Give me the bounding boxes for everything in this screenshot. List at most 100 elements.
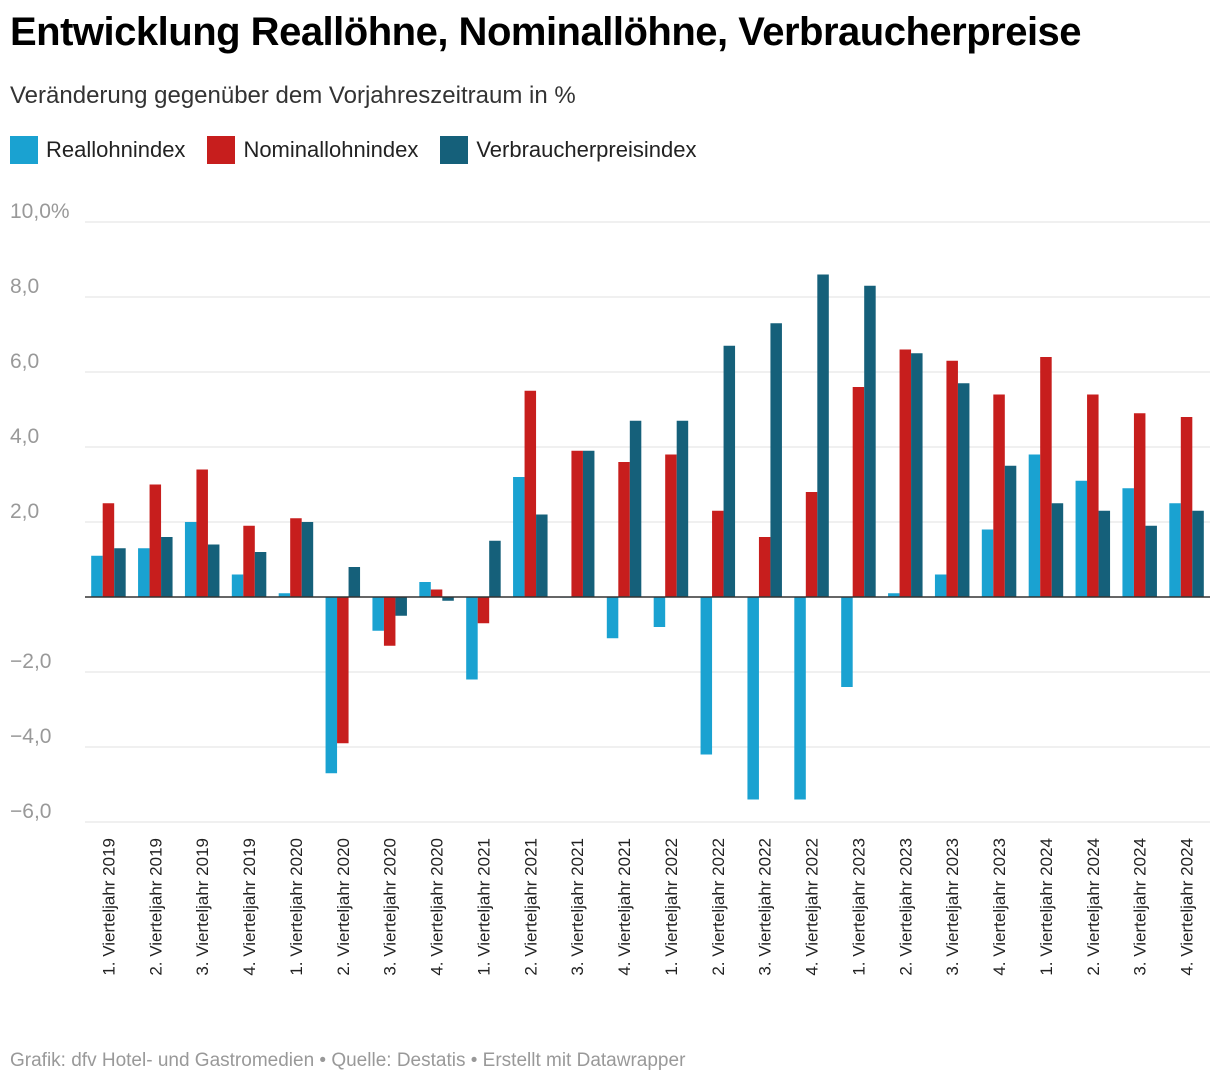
x-tick-label: 2. Vierteljahr 2024 xyxy=(1084,838,1103,976)
x-tick-label: 2. Vierteljahr 2021 xyxy=(521,838,540,976)
bar-nominal xyxy=(712,510,724,597)
bar-nominal xyxy=(1040,357,1052,597)
legend-swatch-real xyxy=(10,136,38,164)
bar-nominal xyxy=(618,462,630,597)
bar-real xyxy=(91,555,103,597)
x-tick-label: 4. Vierteljahr 2019 xyxy=(240,838,259,976)
bar-real xyxy=(747,597,759,800)
x-tick-label: 1. Vierteljahr 2019 xyxy=(99,838,118,976)
bar-real xyxy=(1075,480,1088,597)
legend-item-real: Reallohnindex xyxy=(10,136,185,164)
bar-nominal xyxy=(383,597,396,646)
bar-nominal xyxy=(946,360,958,597)
x-tick-label: 4. Vierteljahr 2024 xyxy=(1178,838,1197,976)
bar-real xyxy=(184,522,197,597)
x-tick-label: 3. Vierteljahr 2019 xyxy=(193,838,212,976)
bar-cpi xyxy=(207,544,220,597)
bar-cpi xyxy=(1004,465,1017,597)
bar-nominal xyxy=(993,394,1005,597)
bar-cpi xyxy=(1051,503,1064,597)
bar-real xyxy=(653,597,666,627)
chart-footer: Grafik: dfv Hotel- und Gastromedien • Qu… xyxy=(10,1050,686,1071)
y-tick-label: 2,0 xyxy=(10,500,39,523)
x-tick-label: 3. Vierteljahr 2024 xyxy=(1131,838,1150,976)
bar-cpi xyxy=(442,597,454,601)
bar-real xyxy=(138,548,150,597)
bar-real xyxy=(606,597,619,639)
bar-nominal xyxy=(290,518,302,597)
bar-cpi xyxy=(395,597,407,616)
bar-real xyxy=(278,593,291,597)
bar-cpi xyxy=(536,514,548,597)
bar-cpi xyxy=(1145,525,1157,597)
bar-nominal xyxy=(337,597,349,744)
bar-real xyxy=(1169,503,1181,597)
bar-cpi xyxy=(348,567,361,597)
legend-label-nominal: Nominallohnindex xyxy=(243,137,419,162)
x-tick-label: 1. Vierteljahr 2021 xyxy=(474,838,493,976)
bar-cpi xyxy=(161,537,173,597)
chart-title: Entwicklung Reallöhne, Nominallöhne, Ver… xyxy=(10,10,1082,54)
bar-cpi xyxy=(301,522,314,597)
bar-nominal xyxy=(102,503,115,597)
x-tick-label: 2. Vierteljahr 2022 xyxy=(709,838,728,976)
bar-nominal xyxy=(430,589,443,597)
y-tick-label: 4,0 xyxy=(10,425,39,448)
bar-cpi xyxy=(1098,510,1111,597)
bar-nominal xyxy=(243,525,255,597)
bar-real xyxy=(513,477,525,597)
y-tick-label: −6,0 xyxy=(10,800,51,823)
bar-cpi xyxy=(489,540,501,597)
bar-real xyxy=(794,597,806,800)
legend-swatch-nominal xyxy=(207,136,236,164)
y-tick-label: 8,0 xyxy=(10,275,39,298)
y-tick-label: 10,0% xyxy=(10,200,70,223)
bar-nominal xyxy=(477,597,490,624)
legend: Reallohnindex Nominallohnindex Verbrauch… xyxy=(10,136,718,164)
bar-cpi xyxy=(911,353,923,597)
bar-real xyxy=(981,529,994,597)
bar-real xyxy=(231,574,244,597)
bar-cpi xyxy=(723,345,736,597)
bar-cpi xyxy=(1192,510,1204,597)
legend-item-cpi: Verbraucherpreisindex xyxy=(440,136,696,164)
bar-nominal xyxy=(196,469,208,597)
x-tick-label: 4. Vierteljahr 2023 xyxy=(990,838,1009,976)
bar-cpi xyxy=(864,285,876,597)
bar-cpi xyxy=(582,450,595,597)
bar-nominal xyxy=(149,484,162,597)
bar-real xyxy=(841,597,853,687)
x-tick-label: 3. Vierteljahr 2021 xyxy=(568,838,587,976)
chart-subtitle: Veränderung gegenüber dem Vorjahreszeitr… xyxy=(10,82,576,109)
y-tick-label: −2,0 xyxy=(10,650,51,673)
bar-nominal xyxy=(899,349,912,597)
x-tick-label: 4. Vierteljahr 2020 xyxy=(428,838,447,976)
bar-cpi xyxy=(629,420,642,597)
y-tick-label: −4,0 xyxy=(10,725,51,748)
bar-nominal xyxy=(1133,413,1146,597)
x-tick-label: 2. Vierteljahr 2019 xyxy=(146,838,165,976)
bar-cpi xyxy=(957,383,970,597)
legend-label-cpi: Verbraucherpreisindex xyxy=(476,137,697,162)
bar-cpi xyxy=(254,552,267,597)
bar-real xyxy=(466,597,478,680)
x-tick-label: 1. Vierteljahr 2024 xyxy=(1037,838,1056,976)
x-tick-label: 1. Vierteljahr 2020 xyxy=(287,838,306,976)
x-tick-label: 2. Vierteljahr 2023 xyxy=(896,838,915,976)
bar-real xyxy=(700,597,713,755)
x-tick-label: 1. Vierteljahr 2023 xyxy=(849,838,868,976)
bar-real xyxy=(1028,454,1041,597)
bar-real xyxy=(1122,488,1134,597)
legend-item-nominal: Nominallohnindex xyxy=(207,136,418,164)
bar-real xyxy=(888,593,900,597)
bar-cpi xyxy=(114,548,126,597)
bar-nominal xyxy=(524,390,537,597)
x-tick-label: 4. Vierteljahr 2021 xyxy=(615,838,634,976)
bar-real xyxy=(419,582,431,597)
bar-cpi xyxy=(770,323,782,597)
bar-nominal xyxy=(758,537,771,597)
x-tick-label: 3. Vierteljahr 2023 xyxy=(943,838,962,976)
legend-label-real: Reallohnindex xyxy=(46,137,186,162)
bar-real xyxy=(372,597,384,631)
x-tick-label: 2. Vierteljahr 2020 xyxy=(334,838,353,976)
